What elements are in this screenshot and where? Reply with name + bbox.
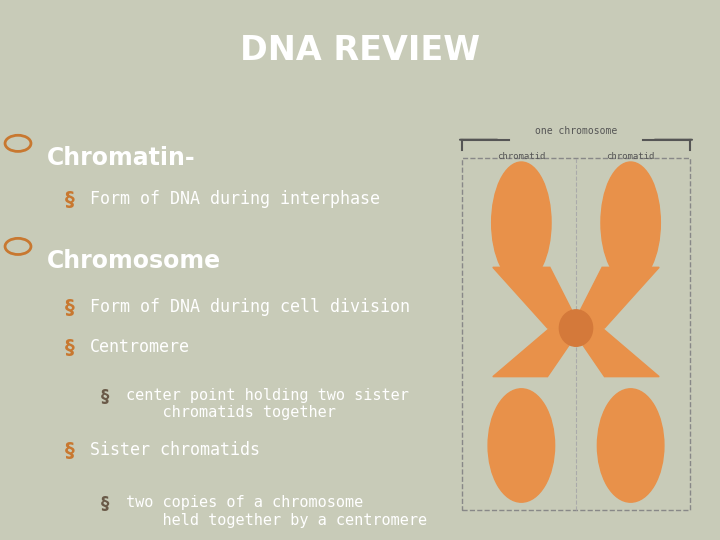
- Polygon shape: [492, 328, 581, 377]
- Text: one chromosome: one chromosome: [535, 126, 617, 136]
- Text: chromatid: chromatid: [606, 152, 654, 161]
- Text: Chromatin-: Chromatin-: [47, 146, 195, 170]
- Text: §: §: [101, 388, 109, 406]
- Text: Chromosome: Chromosome: [47, 248, 221, 273]
- Ellipse shape: [601, 162, 660, 284]
- Ellipse shape: [559, 310, 593, 346]
- Text: Form of DNA during cell division: Form of DNA during cell division: [90, 298, 410, 316]
- Text: chromatid: chromatid: [498, 152, 546, 161]
- Ellipse shape: [598, 389, 664, 502]
- Polygon shape: [571, 328, 660, 377]
- Ellipse shape: [492, 162, 551, 284]
- Text: §: §: [65, 441, 75, 461]
- Text: DNA REVIEW: DNA REVIEW: [240, 34, 480, 67]
- Text: Sister chromatids: Sister chromatids: [90, 441, 260, 460]
- Text: §: §: [65, 338, 75, 357]
- Text: §: §: [101, 495, 109, 513]
- Text: Form of DNA during interphase: Form of DNA during interphase: [90, 191, 380, 208]
- Text: §: §: [65, 191, 75, 210]
- Polygon shape: [571, 267, 660, 328]
- Text: two copies of a chromosome
    held together by a centromere: two copies of a chromosome held together…: [126, 495, 427, 528]
- Text: Centromere: Centromere: [90, 338, 190, 356]
- Ellipse shape: [488, 389, 554, 502]
- Text: center point holding two sister
    chromatids together: center point holding two sister chromati…: [126, 388, 409, 420]
- Text: §: §: [65, 298, 75, 317]
- Polygon shape: [492, 267, 581, 328]
